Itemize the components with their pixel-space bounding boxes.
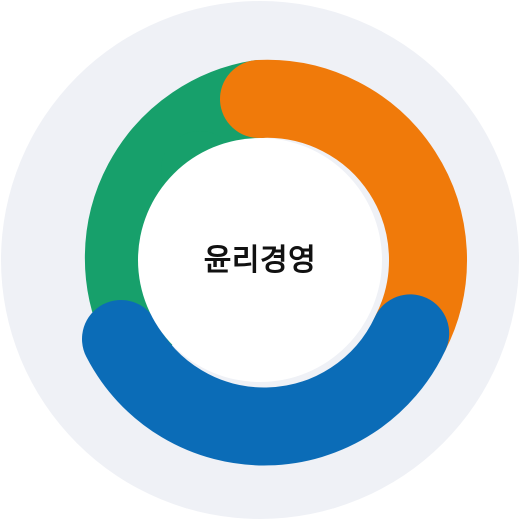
- center-title: 윤리경영: [203, 243, 317, 278]
- inner-white-circle: [138, 138, 382, 382]
- green-segment: [84, 60, 298, 365]
- orange-segment: [220, 59, 467, 373]
- blue-segment: [82, 294, 450, 466]
